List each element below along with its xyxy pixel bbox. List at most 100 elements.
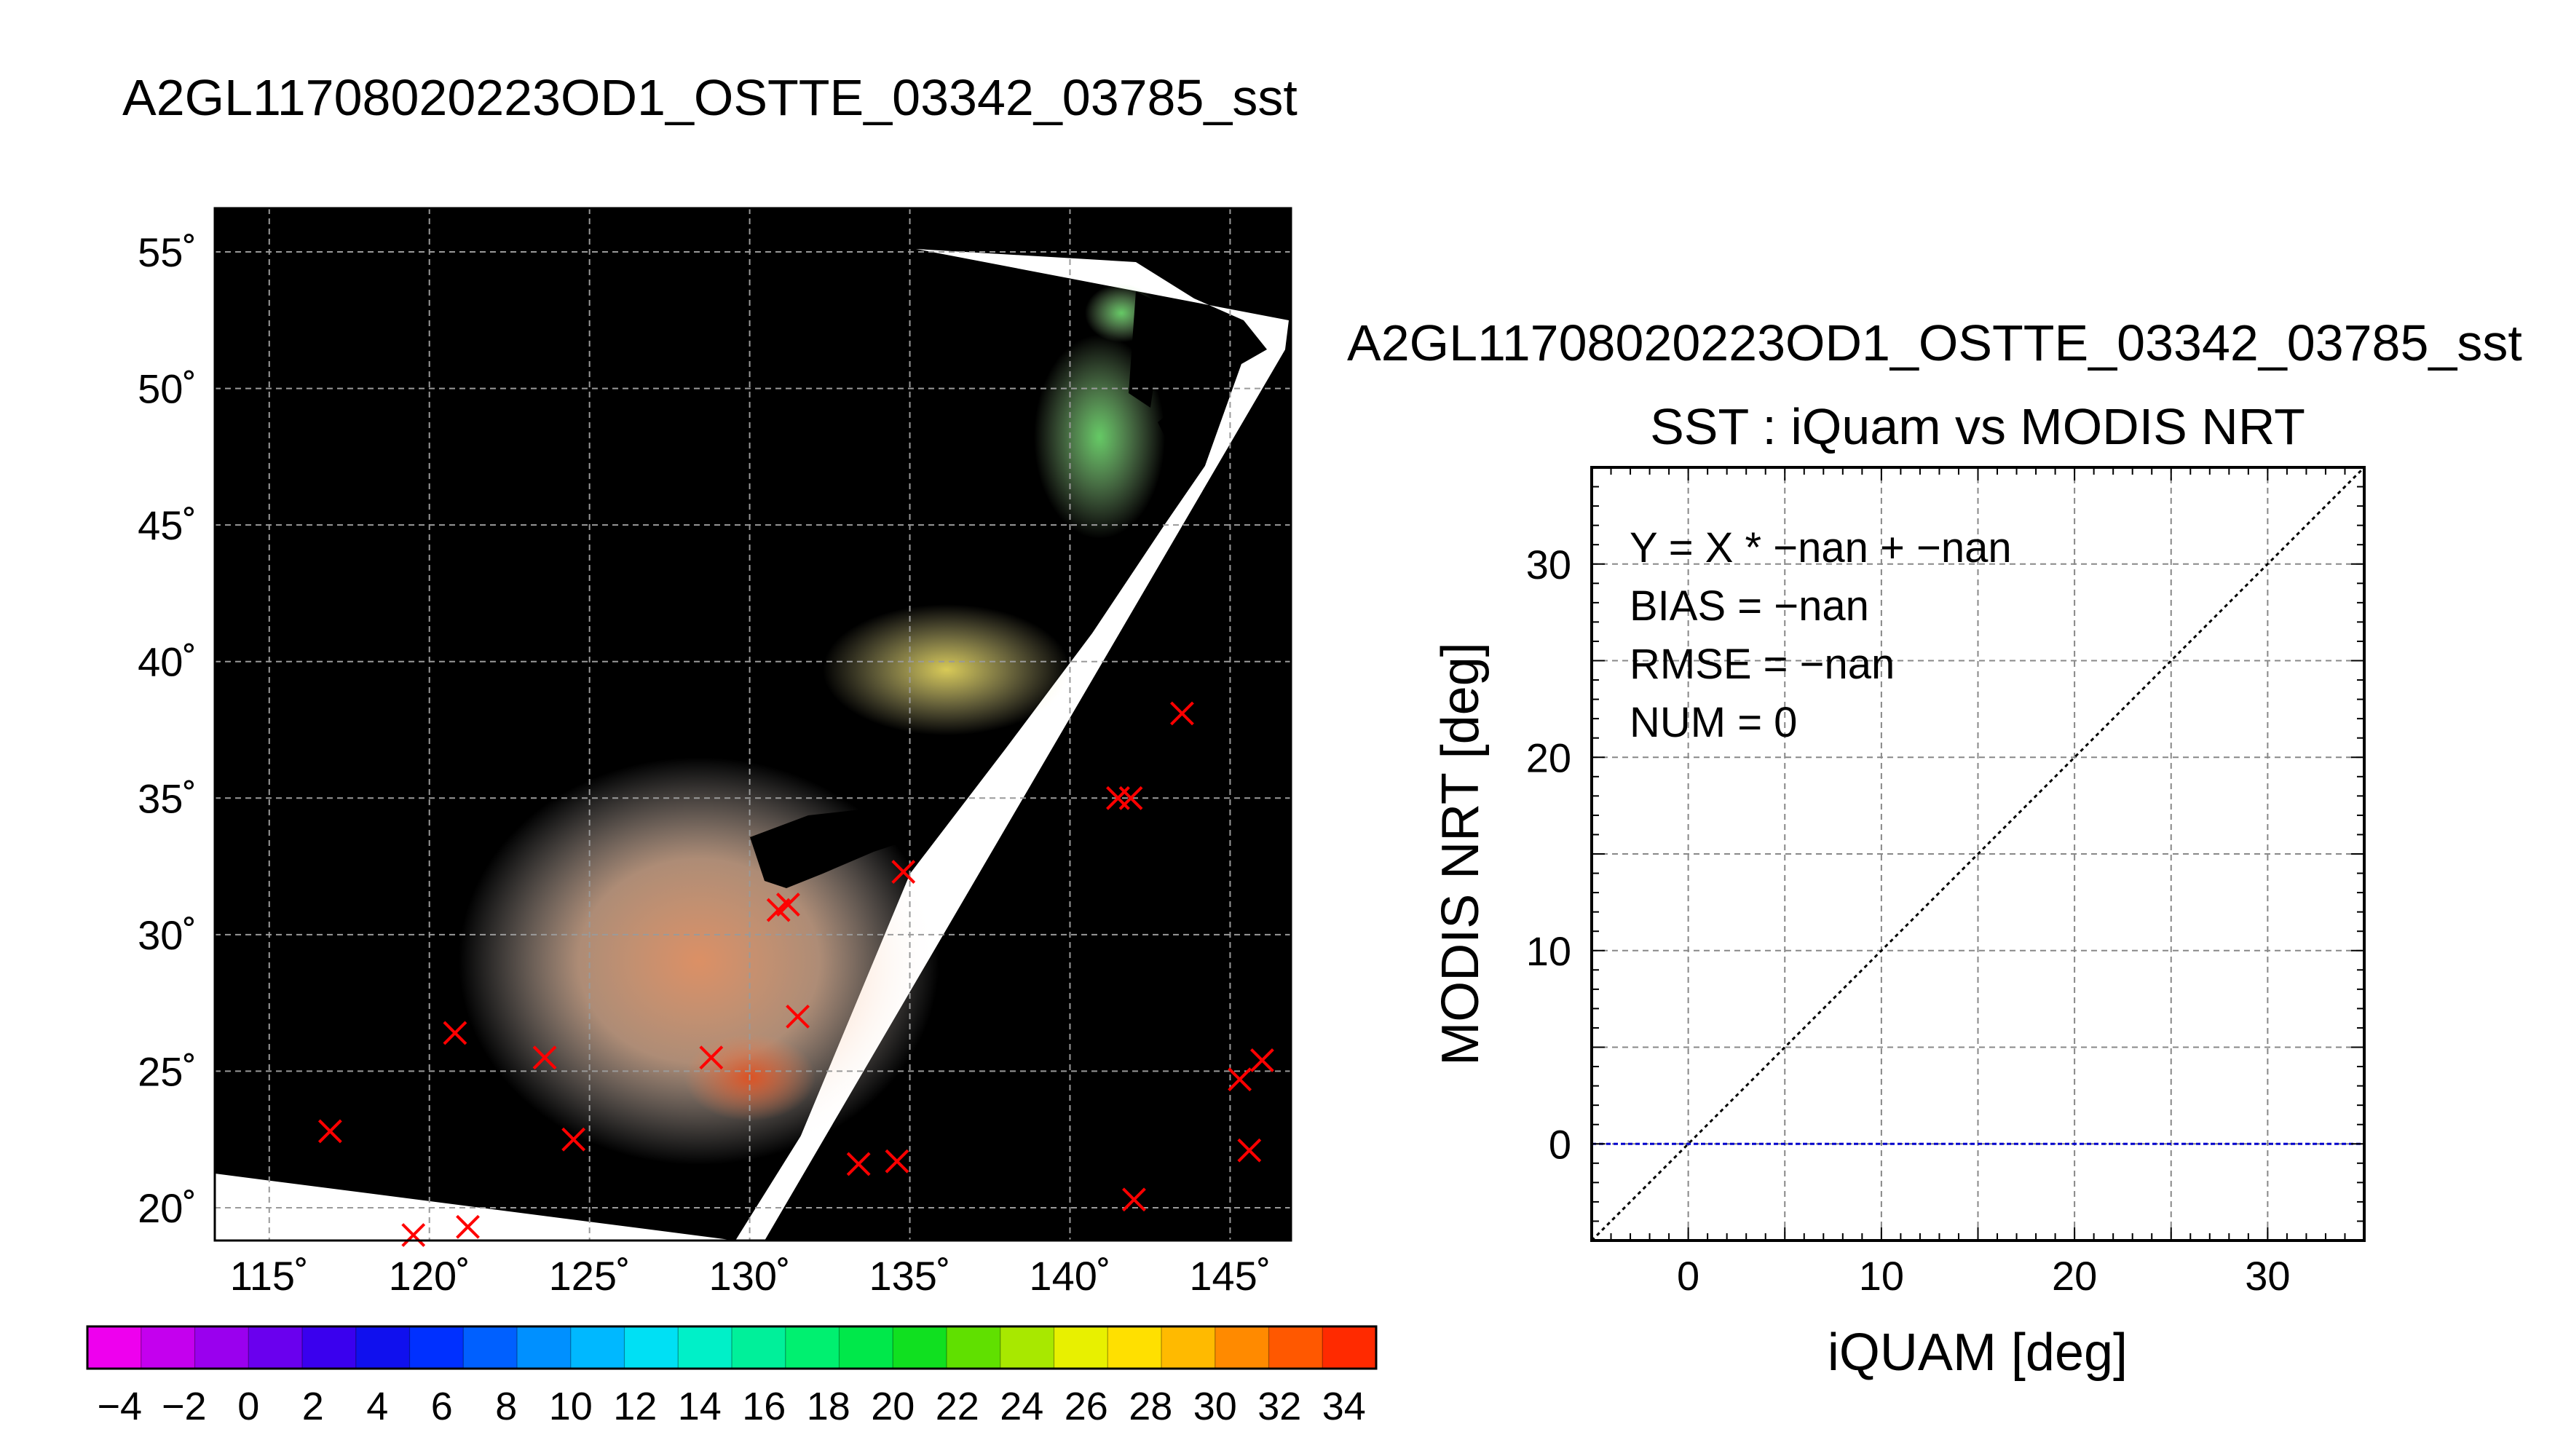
buoy-marker-stroke <box>699 1045 724 1070</box>
map-title: A2GL11708020223OD1_OSTTE_03342_03785_sst <box>122 69 1298 126</box>
scatter-x-tick-label: 0 <box>1677 1253 1699 1299</box>
buoy-marker-stroke <box>1118 786 1143 810</box>
buoy-marker <box>443 1021 467 1045</box>
buoy-marker <box>532 1045 557 1070</box>
scatter-x-tick-labels: 0 10 20 30 <box>1677 1253 2290 1299</box>
buoy-marker-stroke <box>891 860 916 884</box>
buoy-marker-stroke <box>532 1045 557 1070</box>
stats-bias: BIAS = −nan <box>1630 582 1869 630</box>
scatter-x-tick-label: 10 <box>1859 1253 1904 1299</box>
colorbar-tick-label: 10 <box>549 1385 593 1428</box>
colorbar-tick-label: 22 <box>936 1385 979 1428</box>
buoy-marker-stroke <box>1228 1067 1252 1092</box>
buoy-marker-stroke <box>1170 701 1194 726</box>
buoy-marker <box>786 1004 810 1029</box>
colorbar-tick-label: 0 <box>237 1385 259 1428</box>
land-china-north <box>215 633 466 1107</box>
map-x-tick-label: 130˚ <box>709 1253 791 1299</box>
buoy-marker <box>1228 1067 1252 1092</box>
land-taiwan <box>433 1056 481 1150</box>
colorbar-tick-label: −4 <box>97 1385 142 1428</box>
buoy-marker <box>885 1149 909 1174</box>
colorbar-tick-label: 14 <box>678 1385 722 1428</box>
buoy-marker <box>1249 1048 1274 1072</box>
colorbar-cell <box>1054 1326 1108 1369</box>
buoy-marker-stroke <box>1249 1048 1274 1072</box>
map-x-tick-label: 145˚ <box>1189 1253 1271 1299</box>
buoy-marker <box>775 893 800 917</box>
scatter-y-tick-label: 20 <box>1526 735 1571 780</box>
map-frame <box>213 207 1292 1242</box>
stats-num: NUM = 0 <box>1630 699 1797 746</box>
map-y-tick-label: 35˚ <box>138 775 197 821</box>
scatter-y-tick-label: 30 <box>1526 542 1571 587</box>
colorbar-cell <box>785 1326 840 1369</box>
colorbar-cell <box>1161 1326 1216 1369</box>
colorbar-cell <box>624 1326 679 1369</box>
buoy-marker <box>317 1119 342 1144</box>
colorbar-cell <box>570 1326 625 1369</box>
buoy-marker-stroke <box>786 1004 810 1029</box>
colorbar-cell <box>248 1326 303 1369</box>
scatter-x-tick-label: 30 <box>2245 1253 2290 1299</box>
buoy-marker-stroke <box>1122 1187 1146 1212</box>
buoy-marker <box>1118 786 1143 810</box>
y-axis-label: MODIS NRT [deg] <box>1431 642 1490 1066</box>
map-markers <box>317 701 1274 1247</box>
map-x-tick-labels: 115˚ 120˚ 125˚ 130˚ 135˚ 140˚ 145˚ <box>230 1253 1271 1299</box>
map-y-tick-label: 50˚ <box>138 366 197 412</box>
colorbar-tick-label: −2 <box>162 1385 207 1428</box>
land-japan <box>750 779 961 888</box>
buoy-marker-stroke <box>443 1021 467 1045</box>
buoy-marker <box>699 1045 724 1070</box>
colorbar-tick-label: 34 <box>1322 1385 1366 1428</box>
colorbar-cell <box>409 1326 464 1369</box>
colorbar-cell <box>1322 1326 1377 1369</box>
scatter-y-tick-label: 0 <box>1549 1121 1571 1167</box>
colorbar-tick-label: 2 <box>302 1385 324 1428</box>
map-x-tick-label: 115˚ <box>230 1253 309 1299</box>
colorbar-cell <box>87 1326 142 1369</box>
colorbar-cell <box>194 1326 249 1369</box>
land-bohai <box>430 626 510 699</box>
map-y-tick-label: 45˚ <box>138 502 197 548</box>
colorbar-cell <box>463 1326 518 1369</box>
map-y-tick-label: 30˚ <box>138 912 197 958</box>
sst-comparison: 0 10 20 30 0 10 20 30 iQUAM [deg] MODIS NRT [d… <box>1431 466 2366 1382</box>
buoy-marker <box>561 1127 586 1152</box>
scatter-x-tick-label: 20 <box>2052 1253 2097 1299</box>
buoy-marker <box>1170 701 1194 726</box>
scatter-y-tick-label: 10 <box>1526 928 1571 974</box>
colorbar-cell <box>141 1326 196 1369</box>
buoy-marker-stroke <box>561 1127 586 1152</box>
colorbar-tick-label: 8 <box>495 1385 517 1428</box>
map-y-tick-label: 20˚ <box>138 1185 197 1231</box>
land-sakhalin <box>1129 291 1165 408</box>
buoy-marker <box>891 860 916 884</box>
buoy-marker-stroke <box>885 1149 909 1174</box>
map-x-tick-label: 135˚ <box>869 1253 950 1299</box>
colorbar-tick-label: 26 <box>1065 1385 1108 1428</box>
land-hokkaido <box>1158 393 1209 466</box>
colorbar-tick-label: 18 <box>807 1385 850 1428</box>
map-x-tick-label: 125˚ <box>549 1253 631 1299</box>
stats-regression: Y = X * −nan + −nan <box>1630 524 2012 571</box>
colorbar-cell <box>1215 1326 1270 1369</box>
colorbar-tick-label: 20 <box>871 1385 915 1428</box>
map-x-tick-label: 140˚ <box>1029 1253 1110 1299</box>
colorbar-tick-label: 4 <box>366 1385 388 1428</box>
colorbar-cell <box>1268 1326 1323 1369</box>
scatter-y-tick-labels: 0 10 20 30 <box>1526 542 1571 1168</box>
colorbar-tick-label: 28 <box>1129 1385 1172 1428</box>
sst-map: 115˚ 120˚ 125˚ 130˚ 135˚ 140˚ 145˚ 20˚ 25˚ 30˚ 35… <box>138 207 1292 1299</box>
colorbar-cells <box>87 1326 1377 1369</box>
map-y-tick-label: 40˚ <box>138 639 197 685</box>
colorbar-cell <box>1107 1326 1162 1369</box>
colorbar-cell <box>517 1326 572 1369</box>
scatter-title: SST : iQuam vs MODIS NRT <box>1650 398 2305 455</box>
identity-line <box>1592 467 2364 1241</box>
map-x-tick-label: 120˚ <box>389 1253 470 1299</box>
colorbar-tick-label: 16 <box>742 1385 786 1428</box>
map-y-tick-labels: 20˚ 25˚ 30˚ 35˚ 40˚ 45˚ 50˚ 55˚ <box>138 229 197 1231</box>
